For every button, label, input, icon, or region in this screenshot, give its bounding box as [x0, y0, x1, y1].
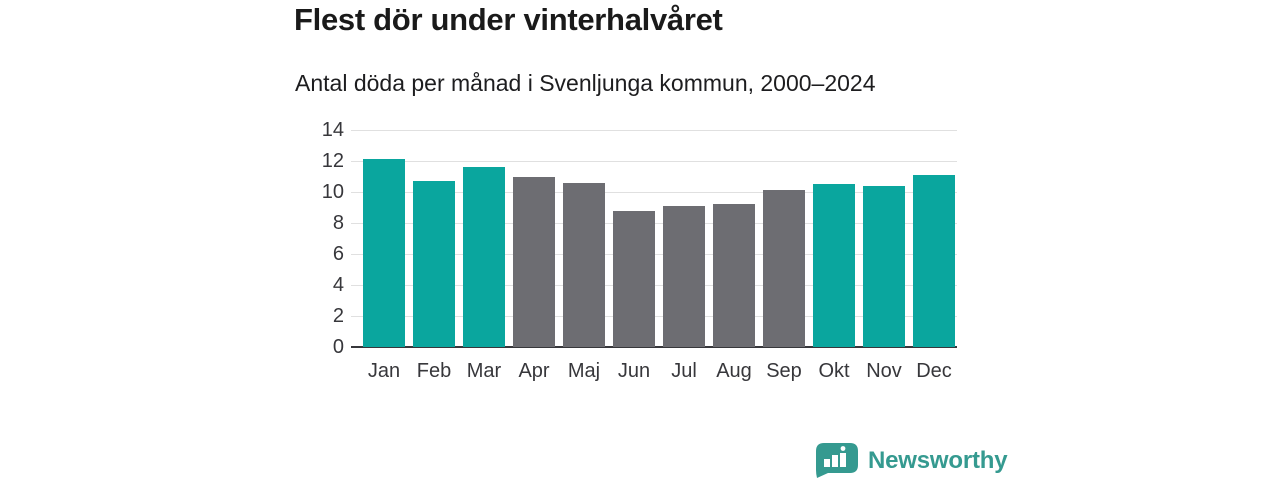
x-tick-label: Maj	[567, 360, 601, 382]
x-tick-label: Dec	[916, 360, 952, 382]
x-tick-label: Jul	[671, 360, 697, 382]
x-tick-label: Jan	[367, 360, 401, 382]
bar-nov	[863, 185, 905, 347]
plot-area	[351, 129, 957, 348]
bar-jul	[663, 205, 705, 347]
x-axis-baseline	[351, 346, 957, 348]
newsworthy-logo-text: Newsworthy	[868, 446, 1008, 474]
y-tick-label: 14	[321, 119, 344, 141]
bar-mar	[463, 167, 505, 347]
gridline	[351, 129, 957, 131]
chart-subtitle: Antal döda per månad i Svenljunga kommun…	[295, 70, 876, 96]
bar-aug	[713, 204, 755, 347]
x-tick-label: Sep	[766, 360, 802, 382]
speech-bubble-bar-chart-icon	[816, 443, 858, 478]
x-tick-label: Jun	[617, 360, 651, 382]
chart-title: Flest dör under vinterhalvåret	[294, 2, 723, 37]
y-tick-label: 10	[321, 181, 344, 203]
bar-okt	[813, 184, 855, 347]
x-tick-label: Aug	[716, 360, 752, 382]
bar-jan	[363, 159, 405, 347]
bar-dec	[913, 174, 955, 347]
gridline	[351, 191, 957, 193]
y-tick-label: 0	[332, 336, 344, 358]
gridline	[351, 160, 957, 162]
y-tick-label: 8	[332, 212, 344, 234]
y-tick-label: 6	[332, 243, 344, 265]
x-tick-label: Okt	[818, 360, 850, 382]
y-axis-labels: 0 2 4 6 8 10 12 14	[281, 119, 344, 358]
bar-jun	[613, 210, 655, 347]
newsworthy-logo: Newsworthy	[815, 443, 1008, 478]
bar-apr	[513, 176, 555, 347]
bar-feb	[413, 181, 455, 347]
bar-sep	[763, 190, 805, 347]
y-tick-label: 2	[332, 305, 344, 327]
x-tick-label: Nov	[866, 360, 902, 382]
y-tick-label: 12	[321, 150, 344, 172]
x-axis-labels: Jan Feb Mar Apr Maj Jun Jul Aug Sep Okt Nov Dec	[351, 357, 957, 385]
x-tick-label: Apr	[518, 360, 550, 382]
x-tick-label: Feb	[416, 360, 452, 382]
bar-maj	[563, 182, 605, 347]
x-tick-label: Mar	[466, 360, 502, 382]
y-tick-label: 4	[332, 274, 344, 296]
